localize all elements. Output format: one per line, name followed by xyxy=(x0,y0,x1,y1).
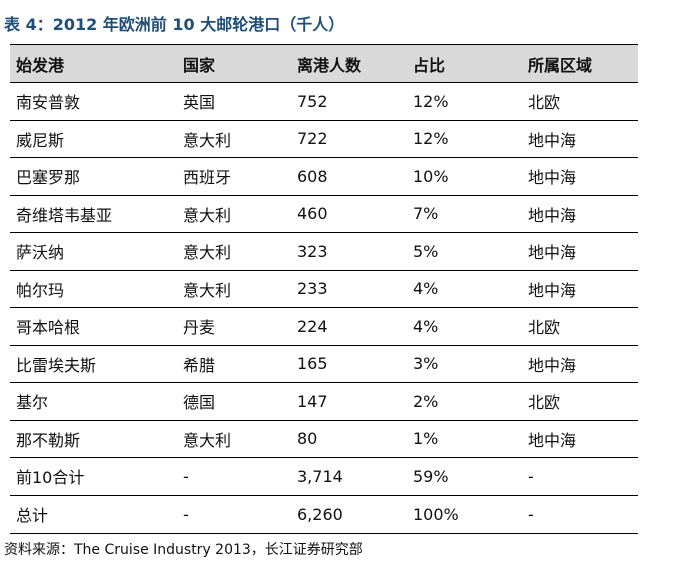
table-row: 奇维塔韦基亚 意大利 460 7% 地中海 xyxy=(10,196,638,233)
cell-country: 英国 xyxy=(183,93,216,113)
cell-port: 威尼斯 xyxy=(16,130,65,150)
cell-country: 意大利 xyxy=(183,205,232,225)
cell-port: 哥本哈根 xyxy=(16,318,81,338)
table-row: 比雷埃夫斯 希腊 165 3% 地中海 xyxy=(10,346,638,383)
cell-region: 地中海 xyxy=(528,130,577,150)
cell-country: 意大利 xyxy=(183,243,232,263)
cell-region: 地中海 xyxy=(528,430,577,450)
cell-country: 意大利 xyxy=(183,130,232,150)
table-row: 那不勒斯 意大利 80 1% 地中海 xyxy=(10,421,638,458)
cell-region: 地中海 xyxy=(528,168,577,188)
cell-departures: 752 xyxy=(297,91,328,111)
cell-region: 地中海 xyxy=(528,280,577,300)
cell-region: 地中海 xyxy=(528,205,577,225)
cell-share: 2% xyxy=(413,391,439,411)
cell-departures: 323 xyxy=(297,241,328,261)
cell-port: 南安普敦 xyxy=(16,93,81,113)
header-departures: 离港人数 xyxy=(297,55,362,75)
header-origin-port: 始发港 xyxy=(16,55,65,75)
table-row: 威尼斯 意大利 722 12% 地中海 xyxy=(10,121,638,158)
table-row: 巴塞罗那 西班牙 608 10% 地中海 xyxy=(10,158,638,196)
cell-country: 意大利 xyxy=(183,280,232,300)
cell-share: 4% xyxy=(413,316,439,336)
cell-region: 地中海 xyxy=(528,355,577,375)
cell-region: - xyxy=(528,466,534,486)
header-region: 所属区域 xyxy=(528,55,593,75)
ports-table: 始发港 国家 离港人数 占比 所属区域 南安普敦 英国 752 12% 北欧 威… xyxy=(10,44,638,534)
table-row: 南安普敦 英国 752 12% 北欧 xyxy=(10,83,638,121)
table-row: 基尔 德国 147 2% 北欧 xyxy=(10,383,638,421)
cell-port: 总计 xyxy=(16,506,49,526)
cell-share: 7% xyxy=(413,204,439,224)
cell-share: 12% xyxy=(413,129,449,149)
cell-country: - xyxy=(183,504,189,524)
table-row: 哥本哈根 丹麦 224 4% 北欧 xyxy=(10,308,638,346)
cell-region: 地中海 xyxy=(528,243,577,263)
cell-port: 前10合计 xyxy=(16,468,85,488)
cell-country: 希腊 xyxy=(183,355,216,375)
cell-departures: 233 xyxy=(297,279,328,299)
cell-departures: 80 xyxy=(297,429,318,449)
table-row-grand-total: 总计 - 6,260 100% - xyxy=(10,496,638,534)
cell-departures: 3,714 xyxy=(297,466,343,486)
cell-departures: 6,260 xyxy=(297,504,343,524)
cell-port: 巴塞罗那 xyxy=(16,168,81,188)
cell-region: 北欧 xyxy=(528,393,561,413)
table-row: 萨沃纳 意大利 323 5% 地中海 xyxy=(10,233,638,271)
cell-country: 德国 xyxy=(183,393,216,413)
cell-share: 12% xyxy=(413,91,449,111)
header-country: 国家 xyxy=(183,55,216,75)
cell-country: 意大利 xyxy=(183,430,232,450)
cell-departures: 460 xyxy=(297,204,328,224)
cell-share: 1% xyxy=(413,429,439,449)
table-row-top10-total: 前10合计 - 3,714 59% - xyxy=(10,458,638,496)
cell-share: 100% xyxy=(413,504,459,524)
cell-country: 西班牙 xyxy=(183,168,232,188)
cell-share: 3% xyxy=(413,354,439,374)
source-note: 资料来源：The Cruise Industry 2013，长江证券研究部 xyxy=(4,542,363,558)
cell-country: 丹麦 xyxy=(183,318,216,338)
cell-share: 59% xyxy=(413,466,449,486)
cell-departures: 165 xyxy=(297,354,328,374)
cell-port: 那不勒斯 xyxy=(16,430,81,450)
cell-port: 帕尔玛 xyxy=(16,280,65,300)
table-row: 帕尔玛 意大利 233 4% 地中海 xyxy=(10,271,638,308)
cell-departures: 722 xyxy=(297,129,328,149)
table-title: 表 4：2012 年欧洲前 10 大邮轮港口（千人） xyxy=(4,15,345,34)
cell-port: 奇维塔韦基亚 xyxy=(16,205,113,225)
cell-country: - xyxy=(183,466,189,486)
cell-region: 北欧 xyxy=(528,93,561,113)
cell-departures: 608 xyxy=(297,166,328,186)
cell-departures: 147 xyxy=(297,391,328,411)
cell-port: 基尔 xyxy=(16,393,49,413)
table-header-row: 始发港 国家 离港人数 占比 所属区域 xyxy=(10,45,638,83)
cell-share: 10% xyxy=(413,166,449,186)
cell-share: 4% xyxy=(413,279,439,299)
cell-departures: 224 xyxy=(297,316,328,336)
cell-region: - xyxy=(528,504,534,524)
cell-share: 5% xyxy=(413,241,439,261)
header-share: 占比 xyxy=(413,55,446,75)
cell-port: 比雷埃夫斯 xyxy=(16,355,97,375)
cell-region: 北欧 xyxy=(528,318,561,338)
cell-port: 萨沃纳 xyxy=(16,243,65,263)
